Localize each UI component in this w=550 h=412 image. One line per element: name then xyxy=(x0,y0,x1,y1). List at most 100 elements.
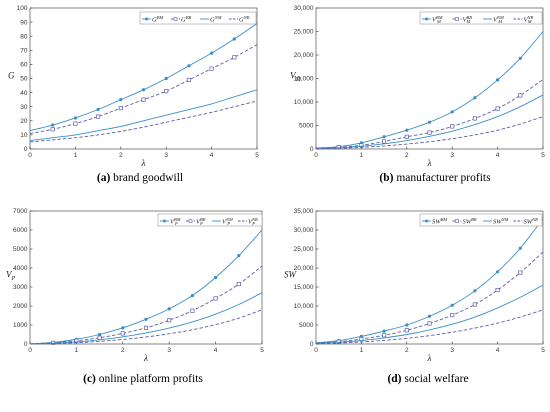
legend-marker xyxy=(188,219,193,223)
data-point xyxy=(51,123,55,127)
data-point xyxy=(73,121,78,126)
series-line-2 xyxy=(29,265,263,345)
y-tick-label: 0 xyxy=(24,146,28,153)
y-tick-label: 35,000 xyxy=(294,208,314,215)
data-point xyxy=(190,308,195,313)
data-point xyxy=(450,303,454,307)
data-point xyxy=(496,78,500,82)
data-point xyxy=(495,287,500,293)
legend-label-3: GNM xyxy=(210,15,222,23)
y-tick-label: 10,000 xyxy=(294,303,314,310)
x-tick-label: 4 xyxy=(210,152,214,159)
legend-marker xyxy=(163,219,166,223)
y-tick-label: 25,000 xyxy=(294,246,314,253)
x-tick-label: 1 xyxy=(75,347,79,354)
y-axis-label: VP xyxy=(6,270,16,283)
y-tick-label: 30,000 xyxy=(294,227,314,234)
y-tick-label: 7000 xyxy=(13,208,28,215)
data-point xyxy=(214,275,218,280)
legend-marker xyxy=(455,219,459,223)
x-tick-label: 1 xyxy=(360,152,364,159)
x-tick-label: 1 xyxy=(74,152,78,159)
series-line-2 xyxy=(315,251,544,344)
x-axis-label: λ xyxy=(141,158,146,168)
data-point xyxy=(232,37,236,41)
y-tick-label: 0 xyxy=(310,341,314,348)
legend: SWBM SWBR SWNM SWNR xyxy=(419,213,543,227)
y-tick-label: 25,000 xyxy=(294,29,314,36)
data-point xyxy=(50,127,55,132)
legend: GBM GBR GNM GNR xyxy=(139,11,257,25)
legend-label-2: GBR xyxy=(181,15,191,23)
data-point xyxy=(96,114,101,119)
legend-box xyxy=(419,213,543,227)
y-tick-label: 20,000 xyxy=(294,52,314,59)
data-point xyxy=(118,106,123,111)
series-line-3 xyxy=(315,284,544,344)
data-point xyxy=(473,289,477,293)
panel-d: 0 5000 10,000 15,000 20,000 25,000 30,000 35,00… xyxy=(284,208,545,385)
data-point xyxy=(98,332,102,337)
data-point xyxy=(164,76,168,81)
data-point xyxy=(405,323,409,327)
data-point xyxy=(450,313,455,318)
data-point xyxy=(237,254,241,258)
legend-label-4: VNR M xyxy=(524,15,534,24)
legend-label-3: VNM P xyxy=(222,217,233,226)
y-tick-label: 10 xyxy=(20,132,28,139)
y-tick-label: 90 xyxy=(20,19,28,26)
y-tick-label: 2000 xyxy=(13,303,28,310)
data-point xyxy=(144,317,148,321)
x-tick-label: 2 xyxy=(121,347,125,354)
data-point xyxy=(96,107,100,112)
legend-label-2: SWBR xyxy=(463,217,477,225)
data-point xyxy=(427,130,432,135)
legend-label-1: SWBM xyxy=(432,217,447,225)
series-line-4 xyxy=(29,309,263,345)
legend-marker xyxy=(145,17,148,21)
y-tick-label: 5000 xyxy=(13,246,28,253)
panel-b: 0 5000 10,000 15,000 20,000 25,000 30,000 0 1 2 3 4… xyxy=(290,5,545,184)
x-tick-label: 0 xyxy=(28,347,32,354)
x-tick-label: 5 xyxy=(255,152,259,159)
y-tick-label: 30 xyxy=(20,104,28,111)
data-point xyxy=(209,66,214,71)
y-tick-label: 60 xyxy=(20,62,28,69)
data-point xyxy=(210,51,214,55)
data-point xyxy=(73,116,77,120)
x-tick-label: 5 xyxy=(260,347,264,354)
data-point xyxy=(472,302,477,307)
data-point xyxy=(518,93,523,98)
legend-label-2: VBR M xyxy=(463,15,473,24)
series-line-3 xyxy=(315,94,544,149)
data-point xyxy=(427,321,432,326)
y-tick-label: 15,000 xyxy=(294,284,314,291)
data-point xyxy=(143,325,149,330)
plot-frame xyxy=(29,210,263,345)
data-point xyxy=(119,98,123,102)
data-point xyxy=(121,326,125,330)
legend-label-2: VBR P xyxy=(196,217,206,226)
x-axis-label: λ xyxy=(427,158,432,168)
series-line-1 xyxy=(29,23,258,132)
x-tick-label: 2 xyxy=(119,152,123,159)
x-tick-label: 4 xyxy=(496,347,500,354)
x-tick-label: 2 xyxy=(405,152,409,159)
x-tick-label: 3 xyxy=(450,347,454,354)
legend-box xyxy=(139,11,257,25)
legend-label-3: VNM M xyxy=(493,15,504,24)
plot-frame xyxy=(315,210,544,345)
series-line-3 xyxy=(29,89,258,141)
y-tick-label: 10,000 xyxy=(294,99,314,106)
legend-box xyxy=(157,213,263,227)
series-line-4 xyxy=(315,116,544,150)
data-point xyxy=(518,56,522,60)
y-tick-label: 50 xyxy=(20,76,28,83)
data-point xyxy=(382,333,387,338)
series-line-4 xyxy=(315,309,544,345)
legend-marker xyxy=(425,219,428,223)
data-point xyxy=(120,331,125,336)
data-point xyxy=(232,55,237,60)
y-axis-label: VM xyxy=(290,71,302,84)
panel-caption: (c) online platform profits xyxy=(83,373,203,385)
